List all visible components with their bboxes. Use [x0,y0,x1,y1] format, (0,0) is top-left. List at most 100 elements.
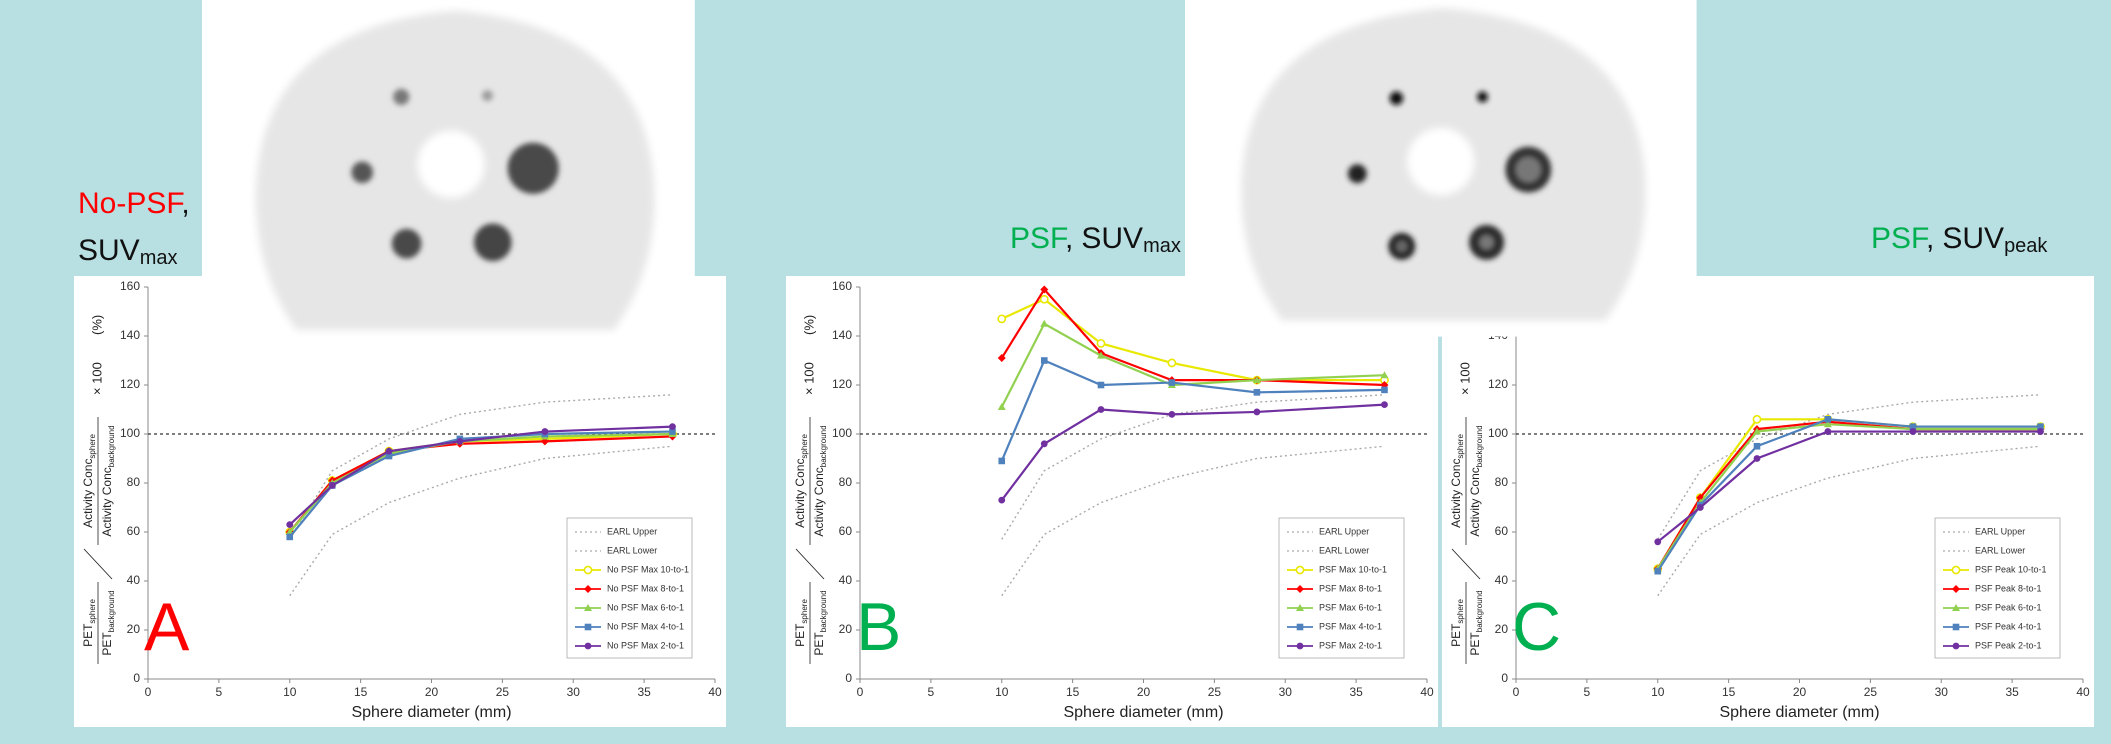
x-tick-label: 0 [857,685,864,699]
y-label-text: PET [1468,632,1482,656]
x-tick-label: 20 [1137,685,1151,699]
y-tick-label: 40 [1495,573,1509,587]
legend-label: PSF Max 6-to-1 [1319,602,1382,612]
x-tick-label: 40 [2076,685,2090,699]
x-tick-label: 15 [1722,685,1736,699]
y-label-sub: sphere [1456,599,1465,624]
x-tick-label: 10 [995,685,1009,699]
y-tick-label: 80 [1495,475,1509,489]
marker [286,534,293,541]
marker [998,497,1005,504]
marker [1169,379,1176,386]
y-tick-label: 0 [133,671,140,685]
marker [1254,409,1261,416]
marker [1953,643,1960,650]
y-tick-label: 60 [127,524,141,538]
title-sep: , [1065,222,1073,255]
marker [286,521,293,528]
y-tick-label: 160 [120,279,140,293]
y-label-sub: background [819,590,828,632]
x-tick-label: 30 [1279,685,1293,699]
title-sub: max [1143,235,1181,257]
y-tick-label: 120 [832,377,852,391]
legend-label: PSF Max 10-to-1 [1319,564,1387,574]
legend-label: PSF Peak 8-to-1 [1975,583,2042,593]
marker [386,448,393,455]
y-tick-label: 80 [839,475,853,489]
y-tick-label: 40 [127,573,141,587]
legend-label: EARL Lower [607,545,657,555]
legend-label: No PSF Max 4-to-1 [607,621,684,631]
x-axis-label: Sphere diameter (mm) [351,704,511,721]
y-label-text: × 100 [801,362,816,395]
title-sub: peak [2004,235,2048,257]
x-tick-label: 30 [567,685,581,699]
x-tick-label: 5 [928,685,935,699]
y-tick-label: 0 [1501,671,1508,685]
y-tick-label: 20 [839,622,853,636]
y-tick-label: 100 [120,426,140,440]
x-axis-label: Sphere diameter (mm) [1719,704,1879,721]
y-label-sub: background [1475,425,1484,467]
marker [1098,406,1105,413]
marker [1910,428,1917,435]
marker [669,423,676,430]
title-metric: SUV [78,234,140,267]
marker [1825,416,1832,423]
legend-label: PSF Max 2-to-1 [1319,640,1382,650]
marker [1953,624,1960,631]
legend-label: EARL Lower [1975,545,2025,555]
x-tick-label: 10 [283,685,297,699]
marker [1754,443,1761,450]
x-tick-label: 15 [1066,685,1080,699]
x-tick-label: 0 [145,685,152,699]
y-label-sub: background [107,425,116,467]
x-tick-label: 5 [1584,685,1591,699]
title-sub: max [140,247,178,269]
y-tick-label: 120 [120,377,140,391]
marker [1041,440,1048,447]
marker [1654,568,1661,575]
x-tick-label: 25 [1864,685,1878,699]
marker [1098,382,1105,389]
marker [1297,643,1304,650]
marker [329,482,336,489]
marker [456,438,463,445]
x-tick-label: 20 [425,685,439,699]
y-label-text: Activity Conc [100,467,114,536]
marker [1381,387,1388,394]
legend-label: EARL Upper [1319,526,1369,536]
x-tick-label: 20 [1793,685,1807,699]
title-method: No-PSF [78,187,184,220]
y-label-text: PET [100,632,114,656]
marker [585,624,592,631]
legend-label: No PSF Max 2-to-1 [607,640,684,650]
x-tick-label: 40 [708,685,722,699]
title-sep: , [1926,222,1934,255]
marker [1097,340,1104,347]
marker [1753,416,1760,423]
y-label-text: × 100 [1457,362,1472,395]
y-label-sub: background [819,425,828,467]
title-sep: , [181,187,189,220]
legend-label: PSF Peak 6-to-1 [1975,602,2042,612]
y-label-text: Activity Conc [1449,459,1463,528]
marker [542,428,549,435]
chart-title: SUVmax [78,234,177,269]
marker [1254,389,1261,396]
y-label-text: Activity Conc [793,459,807,528]
title-metric: SUV [1942,222,2004,255]
y-label-sub: background [1475,590,1484,632]
marker [584,566,591,573]
marker [1654,538,1661,545]
figure: 0510152025303540020406080100120140160Sph… [0,0,2111,739]
x-axis-label: Sphere diameter (mm) [1063,704,1223,721]
legend-label: No PSF Max 6-to-1 [607,602,684,612]
title-method: PSF [1010,222,1068,255]
marker [1697,504,1704,511]
page: {"chart_data": [ {"type": "line", "panel… [0,0,2111,739]
y-tick-label: 40 [839,573,853,587]
marker [1041,357,1048,364]
y-label-text: PET [812,632,826,656]
